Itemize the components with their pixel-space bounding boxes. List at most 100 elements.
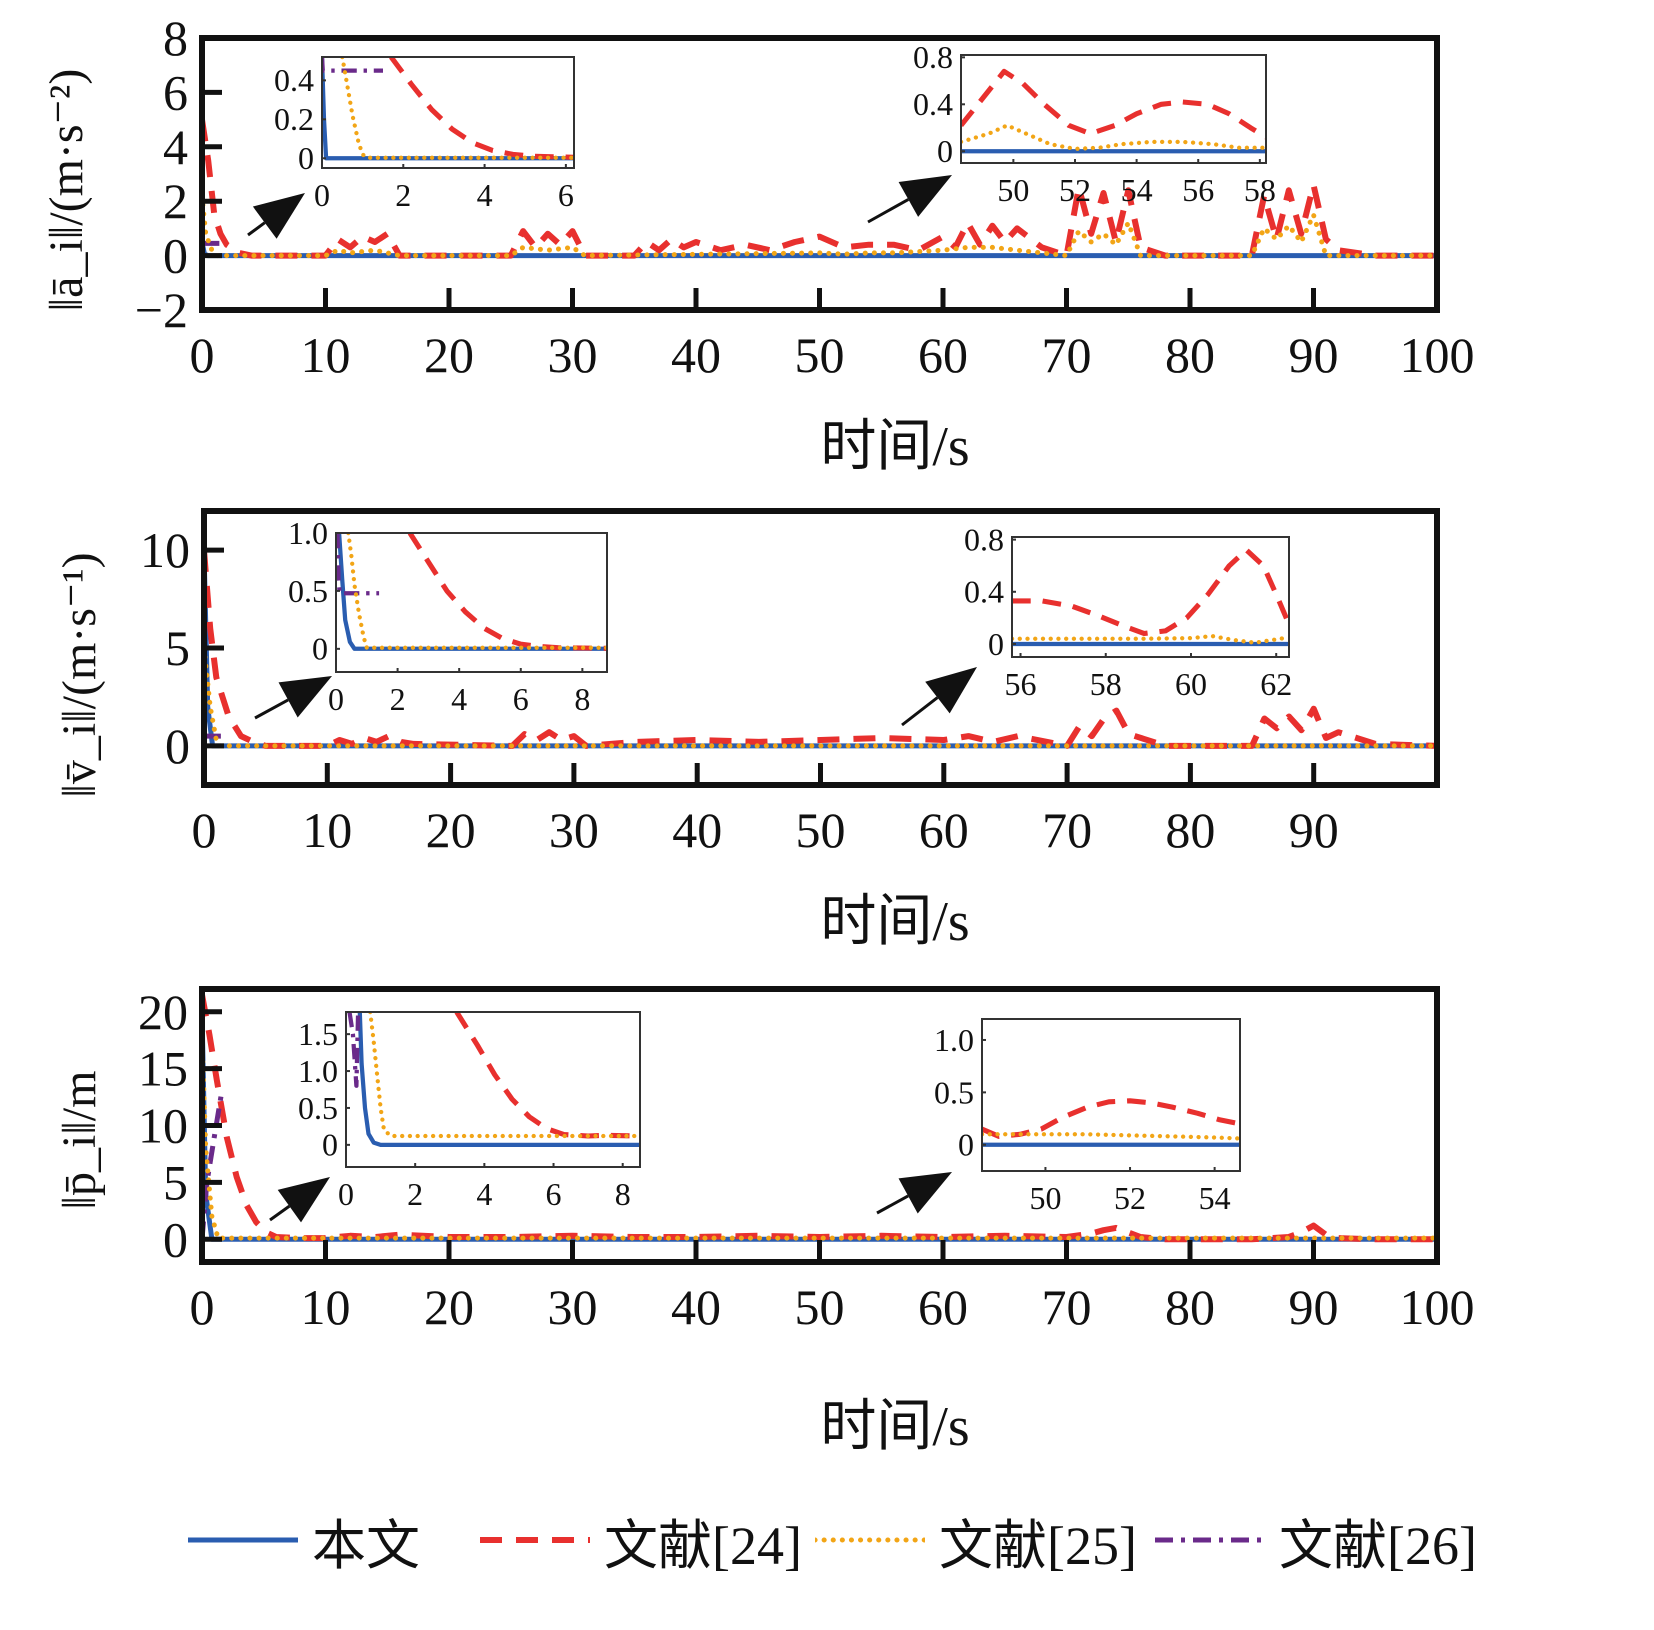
velocity-inset-0-line-ref26	[336, 533, 380, 596]
position-inset-1-arrow-shaft	[876, 1194, 909, 1215]
legend-label-ref26: 文献[26]	[1279, 1515, 1477, 1576]
velocity-xtick-label-80: 80	[1165, 802, 1215, 858]
velocity-inset-1: 56 58 60 62 0 0.4 0.8	[964, 521, 1292, 702]
accel-inset-1-arrow-shaft	[867, 198, 910, 224]
velocity-inset-0-series-group	[336, 533, 607, 651]
accel-inset-1-frame	[960, 54, 1267, 164]
position-inset-0-frame	[345, 1011, 641, 1168]
position-xtick-label-60: 60	[918, 1279, 968, 1335]
accel-xtick-label-90: 90	[1289, 327, 1339, 383]
position-inset-0-xtick-label-0: 0	[338, 1176, 354, 1212]
accel-inset-1-ytick-label-0: 0	[937, 133, 953, 169]
accel-inset-0-xtick-label-6: 6	[558, 177, 574, 213]
velocity-inset-0-line-ref25	[346, 533, 607, 650]
legend: 本文 文献[24] 文献[25] 文献[26]	[170, 1500, 1570, 1580]
accel-inset-0-frame	[321, 56, 575, 169]
position-inset-1: 50 52 54 0 0.5 1.0	[934, 1018, 1241, 1216]
velocity-inset-0-ytick-label-0: 0	[312, 631, 328, 667]
velocity-inset-1-line-ref25	[1012, 633, 1289, 645]
position-xtick-label-40: 40	[671, 1279, 721, 1335]
position-inset-0-line-ref25	[368, 1012, 640, 1139]
velocity-inset-1-line-ref24	[1012, 547, 1289, 637]
accel-inset-1-xtick-label-50: 50	[997, 172, 1029, 208]
legend-item-ours: 本文	[188, 1500, 420, 1580]
accel-inset-0-xtick-label-4: 4	[477, 177, 493, 213]
accel-inset-0-line-ref25	[340, 57, 574, 160]
velocity-xtick-label-20: 20	[426, 802, 476, 858]
velocity-inset-1-xtick-label-60: 60	[1175, 666, 1207, 702]
accel-inset-1-line-ref24	[961, 68, 1266, 140]
accel-xtick-label-10: 10	[301, 327, 351, 383]
velocity-xtick-label-0: 0	[192, 802, 217, 858]
velocity-inset-0-ytick-label-1: 1.0	[288, 515, 328, 551]
velocity-xtick-label-50: 50	[796, 802, 846, 858]
position-xtick-label-50: 50	[795, 1279, 845, 1335]
position-inset-0-line-ours	[357, 1012, 640, 1148]
position-ytick-label-20: 20	[138, 984, 188, 1040]
velocity-inset-0-bg	[336, 533, 607, 672]
legend-label-ref25: 文献[25]	[939, 1515, 1137, 1576]
velocity-line-ref25	[204, 645, 1437, 749]
velocity-ytick-label-0: 0	[165, 718, 190, 774]
position-inset-1-line-ref25	[982, 1132, 1240, 1141]
velocity-inset-1-series-group	[1012, 547, 1289, 647]
x-axis-title-acceleration: 时间/s	[820, 416, 969, 478]
accel-inset-1-xtick-label-54: 54	[1121, 172, 1153, 208]
accel-ytick-label-8: 8	[163, 10, 188, 66]
accel-inset-0-ytick-label-0.2: 0.2	[274, 101, 314, 137]
position-ytick-label-15: 15	[138, 1041, 188, 1097]
position-inset-1-bg	[982, 1019, 1240, 1171]
legend-swatch-ref25	[815, 1537, 925, 1543]
velocity-inset-0-ytick-label-0.5: 0.5	[288, 573, 328, 609]
position-inset-0-ytick-label-1: 1.0	[298, 1053, 338, 1089]
accel-inset-1: 50 52 54 56 58 0 0.4 0.8	[913, 39, 1276, 208]
velocity-inset-0-xtick-label-4: 4	[451, 681, 467, 717]
velocity-ytick-label-10: 10	[140, 522, 190, 578]
velocity-inset-0-xtick-label-6: 6	[513, 681, 529, 717]
position-inset-1-arrow-head	[898, 1172, 952, 1214]
position-line-ref25	[202, 1032, 1437, 1241]
legend-swatch-ours	[188, 1537, 298, 1543]
accel-inset-1-arrow-head	[898, 175, 952, 217]
y-axis-title-velocity: ‖v̄_i‖/(m·s⁻¹)	[53, 552, 106, 797]
position-inset-1-ytick-label-0: 0	[958, 1127, 974, 1163]
accel-inset-1-xtick-label-58: 58	[1244, 172, 1276, 208]
velocity-inset-1-xtick-label-62: 62	[1260, 666, 1292, 702]
accel-inset-1-line-ref25	[961, 123, 1266, 152]
position-xtick-label-10: 10	[301, 1279, 351, 1335]
accel-xtick-label-80: 80	[1165, 327, 1215, 383]
y-axis-title-acceleration: ‖ā_i‖/(m·s⁻²)	[40, 69, 93, 312]
velocity-inset-0-arrow-shaft	[254, 698, 289, 720]
velocity-xtick-label-60: 60	[919, 802, 969, 858]
legend-label-ref24: 文献[24]	[604, 1515, 802, 1576]
accel-inset-0-arrow-head	[252, 193, 305, 239]
velocity-inset-1-arrow-shaft	[901, 696, 939, 727]
accel-xtick-label-20: 20	[424, 327, 474, 383]
accel-ytick-label-6: 6	[163, 64, 188, 120]
accel-inset-1-ytick-label-0.4: 0.4	[913, 86, 953, 122]
position-inset-1-ytick-label-0.5: 0.5	[934, 1074, 974, 1110]
position-xtick-label-100: 100	[1400, 1279, 1475, 1335]
velocity-line-ref24	[204, 549, 1437, 749]
accel-inset-0-ytick-label-0: 0	[298, 140, 314, 176]
position-inset-0: 0 2 4 6 800.51.01.5	[298, 1011, 641, 1212]
accel-inset-0-bg	[322, 57, 574, 168]
velocity-inset-1-ytick-label-0.8: 0.8	[964, 521, 1004, 557]
position-inset-0-ytick-label-0: 0	[322, 1127, 338, 1163]
legend-label-ours: 本文	[312, 1515, 420, 1576]
velocity-ytick-label-5: 5	[165, 620, 190, 676]
accel-xtick-label-50: 50	[795, 327, 845, 383]
position-inset-0-ytick-label-1.5: 1.5	[298, 1016, 338, 1052]
position-inset-1-xtick-label-54: 54	[1199, 1180, 1231, 1216]
velocity-xtick-label-30: 30	[549, 802, 599, 858]
velocity-inset-1-frame	[1011, 536, 1290, 658]
position-inset-0-xtick-label-2: 2	[407, 1176, 423, 1212]
velocity-inset-0-xtick-label-8: 8	[574, 681, 590, 717]
position-inset-0-xtick-label-8: 8	[615, 1176, 631, 1212]
accel-ytick-label-2: 2	[163, 173, 188, 229]
x-axis-title-position: 时间/s	[820, 1396, 969, 1458]
velocity-inset-1-arrow-head	[925, 667, 977, 714]
